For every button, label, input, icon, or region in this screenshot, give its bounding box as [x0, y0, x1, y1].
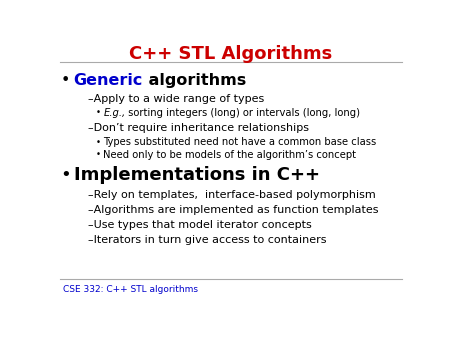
Text: C++ STL Algorithms: C++ STL Algorithms — [129, 45, 332, 63]
Text: •: • — [96, 150, 101, 159]
Text: –Rely on templates,  interface-based polymorphism: –Rely on templates, interface-based poly… — [88, 190, 375, 200]
Text: Generic: Generic — [74, 73, 143, 89]
Text: –Iterators in turn give access to containers: –Iterators in turn give access to contai… — [88, 235, 326, 245]
Text: •: • — [96, 138, 101, 147]
Text: Need only to be models of the algorithm’s concept: Need only to be models of the algorithm’… — [104, 149, 356, 160]
Text: •: • — [96, 108, 101, 117]
Text: –Use types that model iterator concepts: –Use types that model iterator concepts — [88, 220, 311, 230]
Text: sorting integers (long) or intervals (long, long): sorting integers (long) or intervals (lo… — [126, 108, 360, 118]
Text: E.g.,: E.g., — [104, 108, 126, 118]
Text: –Apply to a wide range of types: –Apply to a wide range of types — [88, 94, 264, 104]
Text: algorithms: algorithms — [143, 73, 246, 89]
Text: •: • — [60, 73, 70, 89]
Text: Types substituted need not have a common base class: Types substituted need not have a common… — [104, 137, 377, 147]
Text: –Algorithms are implemented as function templates: –Algorithms are implemented as function … — [88, 205, 378, 215]
Text: CSE 332: C++ STL algorithms: CSE 332: C++ STL algorithms — [63, 285, 198, 294]
Text: –Don’t require inheritance relationships: –Don’t require inheritance relationships — [88, 123, 309, 133]
Text: Implementations in C++: Implementations in C++ — [74, 166, 319, 184]
Text: •: • — [60, 166, 71, 184]
